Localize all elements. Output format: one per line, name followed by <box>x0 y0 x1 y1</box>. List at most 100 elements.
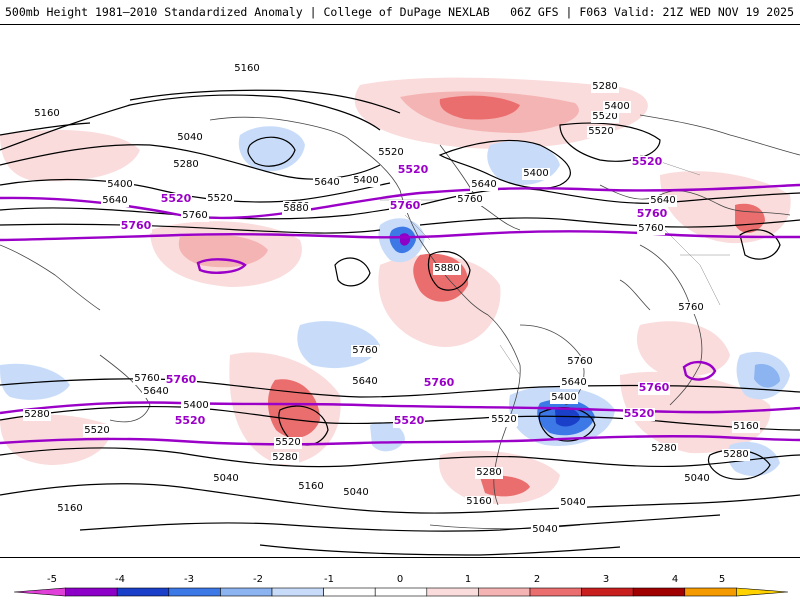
coastline <box>99 354 151 423</box>
anomaly-map: 5160 5160 5040 5280 5400 5640 5520 5760 … <box>0 63 800 556</box>
svg-text:5880: 5880 <box>283 203 308 214</box>
highlight-label: 5520 <box>631 155 663 169</box>
contour-line <box>419 217 800 228</box>
svg-text:5400: 5400 <box>183 400 208 411</box>
contour-label: 5520 <box>83 425 111 437</box>
colorbar-swatch <box>13 587 66 597</box>
svg-text:5400: 5400 <box>107 179 132 190</box>
svg-text:5520: 5520 <box>632 155 663 168</box>
contour-line <box>0 94 381 151</box>
svg-text:5760: 5760 <box>678 302 703 313</box>
contour-label: 5760 <box>456 194 484 206</box>
colorbar-tick: 0 <box>397 574 403 585</box>
svg-text:5400: 5400 <box>353 175 378 186</box>
contour-label: 5880 <box>282 203 310 215</box>
coastline <box>209 116 351 141</box>
svg-text:5280: 5280 <box>476 467 501 478</box>
svg-text:5760: 5760 <box>639 381 670 394</box>
svg-text:5760: 5760 <box>352 345 377 356</box>
contour-line <box>419 188 800 206</box>
contour-line <box>739 229 781 260</box>
colorbar-swatch <box>220 587 273 597</box>
contour-label: 5160 <box>33 108 61 120</box>
svg-text:5520: 5520 <box>161 192 192 205</box>
colorbar-swatch <box>632 587 686 597</box>
svg-text:5160: 5160 <box>57 503 82 514</box>
contour-labels: 5160 5160 5040 5280 5400 5640 5520 5760 … <box>23 63 760 536</box>
colorbar-swatches <box>13 587 789 597</box>
colorbar-tick: 5 <box>719 574 725 585</box>
header-bar: 500mb Height 1981–2010 Standardized Anom… <box>0 0 800 24</box>
colorbar-swatch <box>684 587 737 597</box>
svg-text:5520: 5520 <box>275 437 300 448</box>
border-line <box>499 344 521 376</box>
contour-label: 5160 <box>732 421 760 433</box>
contour-line <box>334 257 371 287</box>
contour-label: 5760 <box>566 356 594 368</box>
contour-label: 5640 <box>649 195 677 207</box>
contour-label: 5640 <box>560 377 588 389</box>
svg-text:5040: 5040 <box>560 497 585 508</box>
svg-text:5760: 5760 <box>637 207 668 220</box>
positive-anomaly-region <box>439 95 520 120</box>
contour-label: 5400 <box>522 168 550 180</box>
contour-label: 5760 <box>351 345 379 357</box>
svg-text:5880: 5880 <box>434 263 459 274</box>
svg-text:5040: 5040 <box>213 473 238 484</box>
colorbar-tick: -3 <box>184 574 194 585</box>
contour-label: 5040 <box>342 487 370 499</box>
svg-text:5640: 5640 <box>352 376 377 387</box>
contour-label: 5160 <box>297 481 325 493</box>
svg-text:5520: 5520 <box>398 163 429 176</box>
contour-label: 5280 <box>271 452 299 464</box>
map-title: 500mb Height 1981–2010 Standardized Anom… <box>5 5 490 19</box>
contour-label: 5040 <box>176 132 204 144</box>
contour-label: 5520 <box>274 437 302 449</box>
highlight-contour-5520 <box>0 434 800 446</box>
contour-label: 5280 <box>591 81 619 93</box>
svg-text:5040: 5040 <box>684 473 709 484</box>
contour-label: 5520 <box>490 414 518 426</box>
contour-line <box>129 89 401 114</box>
svg-text:5160: 5160 <box>298 481 323 492</box>
colorbar-swatch <box>581 587 634 597</box>
contour-line <box>0 447 800 468</box>
svg-text:5280: 5280 <box>651 443 676 454</box>
highlight-label: 5760 <box>638 381 670 395</box>
contour-label: 5280 <box>23 409 51 421</box>
contour-label: 5160 <box>56 503 84 515</box>
highlight-label: 5520 <box>623 407 655 421</box>
contour-line <box>0 122 91 136</box>
svg-text:5520: 5520 <box>175 414 206 427</box>
colorbar-tick: -5 <box>47 574 57 585</box>
colorbar-tick: 4 <box>672 574 678 585</box>
colorbar-swatch <box>529 587 582 597</box>
svg-text:5400: 5400 <box>604 101 629 112</box>
contour-label: 5640 <box>351 376 379 388</box>
positive-anomaly-region <box>480 475 530 497</box>
coastline <box>619 279 651 311</box>
svg-text:5280: 5280 <box>173 159 198 170</box>
highlight-labels: 5520 5760 5760 5760 5520 5520 5760 5760 … <box>120 155 670 428</box>
svg-text:5160: 5160 <box>234 63 259 74</box>
svg-text:5400: 5400 <box>523 168 548 179</box>
contour-label: 5520 <box>587 126 615 138</box>
contour-label: 5040 <box>531 524 559 536</box>
coastline <box>0 244 101 311</box>
coastline <box>349 139 489 316</box>
svg-text:5760: 5760 <box>390 199 421 212</box>
negative-anomaly-region <box>754 364 780 388</box>
svg-text:5520: 5520 <box>84 425 109 436</box>
svg-text:5520: 5520 <box>491 414 516 425</box>
svg-text:5640: 5640 <box>314 177 339 188</box>
highlight-label: 5760 <box>636 207 668 221</box>
colorbar-swatch <box>736 587 789 597</box>
svg-text:5640: 5640 <box>650 195 675 206</box>
positive-anomaly-region <box>178 234 268 268</box>
svg-text:5160: 5160 <box>733 421 758 432</box>
highlight-contour-5520 <box>0 183 800 220</box>
colorbar-swatch <box>271 587 324 597</box>
colorbar-swatch <box>426 587 479 597</box>
svg-text:5640: 5640 <box>561 377 586 388</box>
contour-label: 5640 <box>142 386 170 398</box>
